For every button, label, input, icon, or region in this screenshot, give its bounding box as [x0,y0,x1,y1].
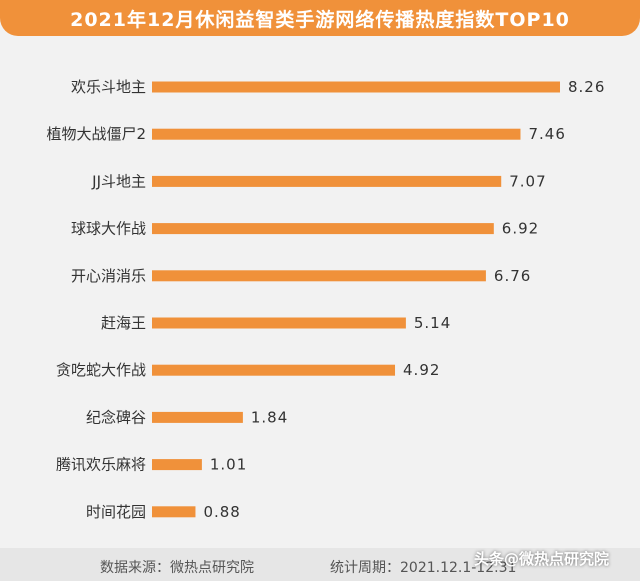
data-source-text: 数据来源：微热点研究院 [100,560,254,576]
value-label: 0.88 [203,503,240,521]
category-label: 纪念碑谷 [86,408,146,426]
value-label: 1.01 [210,456,247,474]
category-label: 贪吃蛇大作战 [56,361,146,379]
statistics-period-text: 统计周期：2021.12.1-12.31 [330,560,517,576]
category-label: JJ斗地主 [91,172,146,190]
bar [152,506,196,518]
bar [152,175,502,187]
bar-chart: 欢乐斗地主 8.26 植物大战僵尸2 7.46 JJ斗地主 7.07 球球大作战 6.92 开心… [46,78,605,521]
bar [152,317,406,329]
value-label: 4.92 [403,361,440,379]
bar [152,128,521,140]
chart-plot-area: 欢乐斗地主 8.26 植物大战僵尸2 7.46 JJ斗地主 7.07 球球大作战 6.92 开心… [0,60,640,540]
category-label: 欢乐斗地主 [71,78,146,96]
value-label: 5.14 [414,314,451,332]
bar [152,459,202,471]
watermark-text: 头条@微热点研究院 [474,550,610,568]
category-label: 腾讯欢乐麻将 [56,456,146,474]
bar [152,411,243,423]
value-label: 7.07 [509,172,546,190]
category-label: 时间花园 [86,503,146,521]
category-label: 开心消消乐 [71,267,146,285]
footer: 数据来源：微热点研究院 统计周期：2021.12.1-12.31 [0,548,640,581]
value-label: 6.76 [494,267,531,285]
value-label: 1.84 [251,408,288,426]
value-label: 6.92 [502,220,539,238]
category-label: 植物大战僵尸2 [46,125,146,143]
category-label: 球球大作战 [71,220,146,238]
bar [152,81,560,93]
bar [152,364,396,376]
bar [152,223,494,235]
chart-title: 2021年12月休闲益智类手游网络传播热度指数TOP10 [0,0,640,36]
category-label: 赶海王 [101,314,146,332]
value-label: 8.26 [568,78,605,96]
value-label: 7.46 [528,125,565,143]
bar [152,270,486,282]
